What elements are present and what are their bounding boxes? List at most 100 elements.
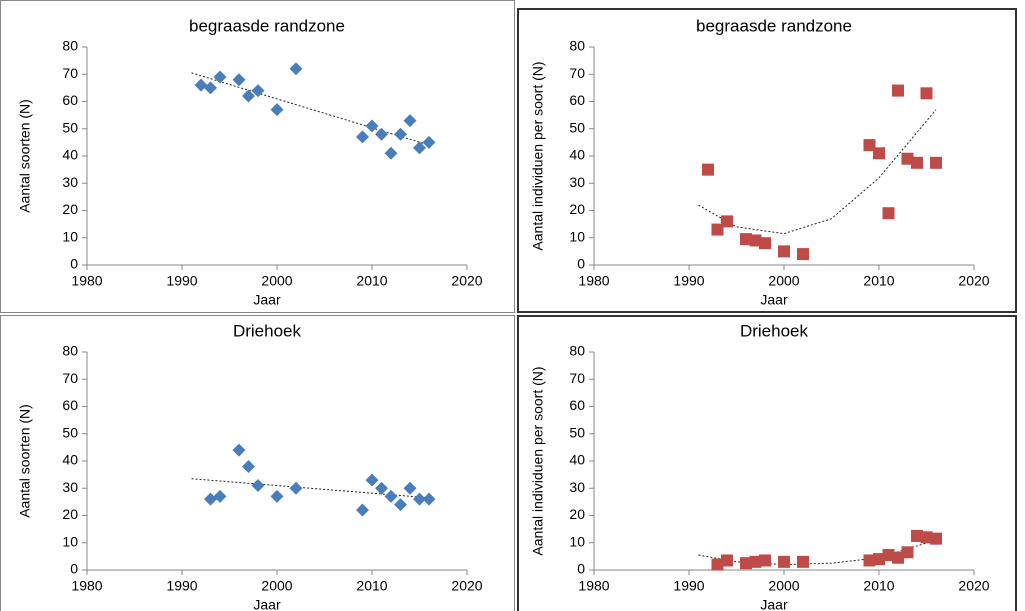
panel-border — [517, 315, 1017, 611]
marker — [778, 245, 790, 258]
marker — [394, 498, 407, 512]
marker — [721, 554, 733, 567]
marker — [194, 78, 208, 92]
marker — [702, 163, 714, 176]
marker — [384, 146, 398, 160]
marker — [901, 546, 914, 559]
marker — [882, 549, 895, 562]
marker — [270, 489, 284, 503]
x-tick-label: 1980 — [71, 273, 102, 289]
marker — [242, 459, 255, 473]
x-tick-label: 1990 — [166, 578, 197, 594]
x-tick-label: 2010 — [863, 578, 894, 594]
marker — [740, 557, 752, 570]
x-tick-label: 1990 — [673, 273, 704, 289]
marker — [930, 532, 942, 545]
marker — [413, 492, 426, 506]
marker — [749, 234, 762, 247]
marker — [394, 127, 407, 141]
y-tick-label: 70 — [62, 65, 78, 81]
x-tick-label: 2020 — [451, 578, 482, 594]
marker — [365, 473, 379, 487]
x-tick-label: 1980 — [578, 273, 609, 289]
marker — [403, 114, 417, 128]
marker — [384, 489, 398, 503]
marker — [740, 233, 752, 246]
marker — [863, 554, 876, 567]
marker — [882, 207, 895, 220]
marker — [213, 70, 227, 84]
marker — [749, 555, 762, 568]
x-tick-label: 2000 — [768, 273, 799, 289]
trendline — [191, 72, 430, 146]
y-axis-label: Aantal soorten (N) — [17, 99, 33, 213]
x-tick-label: 2000 — [261, 273, 292, 289]
marker — [375, 127, 388, 141]
x-axis-label: Jaar — [253, 292, 281, 308]
marker — [892, 551, 904, 564]
y-tick-label: 10 — [569, 533, 585, 549]
marker — [911, 156, 923, 169]
y-tick-label: 80 — [569, 38, 585, 54]
chart-title: Driehoek — [740, 321, 809, 340]
y-axis-label: Aantal soorten (N) — [17, 404, 33, 518]
marker — [721, 215, 733, 228]
marker — [242, 89, 255, 103]
marker — [901, 152, 914, 165]
marker — [422, 135, 436, 149]
y-tick-label: 40 — [62, 147, 78, 163]
marker — [204, 492, 217, 506]
x-tick-label: 2010 — [356, 578, 387, 594]
x-tick-label: 2010 — [863, 273, 894, 289]
marker — [356, 130, 369, 144]
marker — [232, 443, 246, 457]
y-tick-label: 30 — [62, 174, 78, 190]
marker — [356, 503, 369, 517]
x-tick-label: 2000 — [768, 578, 799, 594]
y-tick-label: 30 — [569, 479, 585, 495]
x-axis-label: Jaar — [760, 292, 788, 308]
panel-border — [0, 315, 515, 611]
marker — [711, 558, 724, 571]
marker — [797, 555, 809, 568]
marker — [289, 62, 303, 76]
x-tick-label: 2000 — [261, 578, 292, 594]
panel-border — [517, 8, 1017, 313]
y-tick-label: 50 — [62, 119, 78, 135]
marker — [204, 81, 217, 95]
x-axis-label: Jaar — [253, 597, 281, 611]
y-tick-label: 20 — [569, 506, 585, 522]
y-tick-label: 30 — [62, 479, 78, 495]
y-tick-label: 50 — [62, 424, 78, 440]
y-tick-label: 10 — [62, 228, 78, 244]
marker — [232, 73, 246, 87]
marker — [251, 84, 265, 98]
x-tick-label: 2020 — [958, 578, 989, 594]
y-tick-label: 70 — [569, 370, 585, 386]
chart-title: Driehoek — [233, 321, 302, 340]
marker — [759, 237, 771, 250]
y-tick-label: 20 — [62, 506, 78, 522]
y-tick-label: 50 — [569, 119, 585, 135]
y-tick-label: 80 — [569, 343, 585, 359]
marker — [270, 103, 284, 117]
y-tick-label: 70 — [569, 65, 585, 81]
panel-border — [0, 0, 515, 313]
x-tick-label: 1990 — [673, 578, 704, 594]
x-tick-label: 1980 — [71, 578, 102, 594]
y-tick-label: 0 — [70, 256, 78, 272]
y-axis-label: Aantal individuen per soort (N) — [530, 61, 546, 250]
y-tick-label: 0 — [577, 256, 585, 272]
chart-title: begraasde randzone — [189, 16, 345, 35]
marker — [251, 479, 265, 493]
x-tick-label: 1990 — [166, 273, 197, 289]
y-tick-label: 30 — [569, 174, 585, 190]
y-tick-label: 50 — [569, 424, 585, 440]
y-tick-label: 60 — [569, 92, 585, 108]
y-tick-label: 40 — [569, 452, 585, 468]
y-tick-label: 80 — [62, 38, 78, 54]
marker — [920, 531, 933, 544]
marker — [892, 84, 904, 97]
marker — [413, 141, 426, 155]
y-axis-label: Aantal individuen per soort (N) — [530, 366, 546, 555]
